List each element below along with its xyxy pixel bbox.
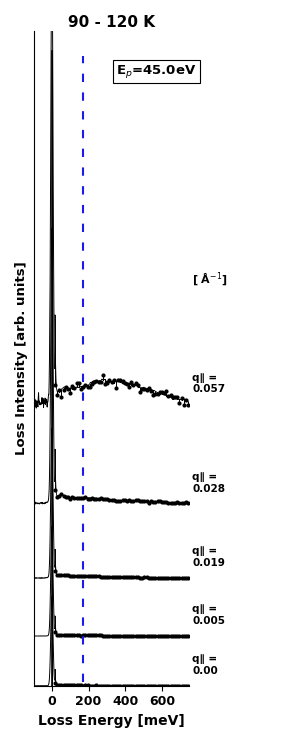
Text: q∥ =
0.057: q∥ = 0.057 xyxy=(192,372,226,394)
Text: q∥ =
0.00: q∥ = 0.00 xyxy=(192,654,218,676)
Text: [ Å$^{-1}$]: [ Å$^{-1}$] xyxy=(192,270,228,287)
Text: E$_p$=45.0eV: E$_p$=45.0eV xyxy=(116,63,197,80)
X-axis label: Loss Energy [meV]: Loss Energy [meV] xyxy=(38,714,185,728)
Text: q∥ =
0.005: q∥ = 0.005 xyxy=(192,605,226,626)
Text: q∥ =
0.028: q∥ = 0.028 xyxy=(192,472,226,493)
Title: 90 - 120 K: 90 - 120 K xyxy=(68,15,155,30)
Text: q∥ =
0.019: q∥ = 0.019 xyxy=(192,547,225,568)
Y-axis label: Loss Intensity [arb. units]: Loss Intensity [arb. units] xyxy=(15,262,28,455)
